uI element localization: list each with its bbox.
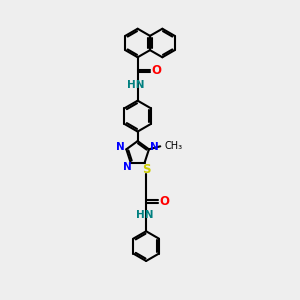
Text: HN: HN [136, 211, 154, 220]
Text: N: N [116, 142, 125, 152]
Text: CH₃: CH₃ [164, 141, 182, 151]
Text: O: O [151, 64, 161, 77]
Text: N: N [150, 142, 159, 152]
Text: O: O [159, 195, 169, 208]
Text: N: N [123, 162, 131, 172]
Text: HN: HN [127, 80, 145, 90]
Text: S: S [142, 163, 150, 176]
